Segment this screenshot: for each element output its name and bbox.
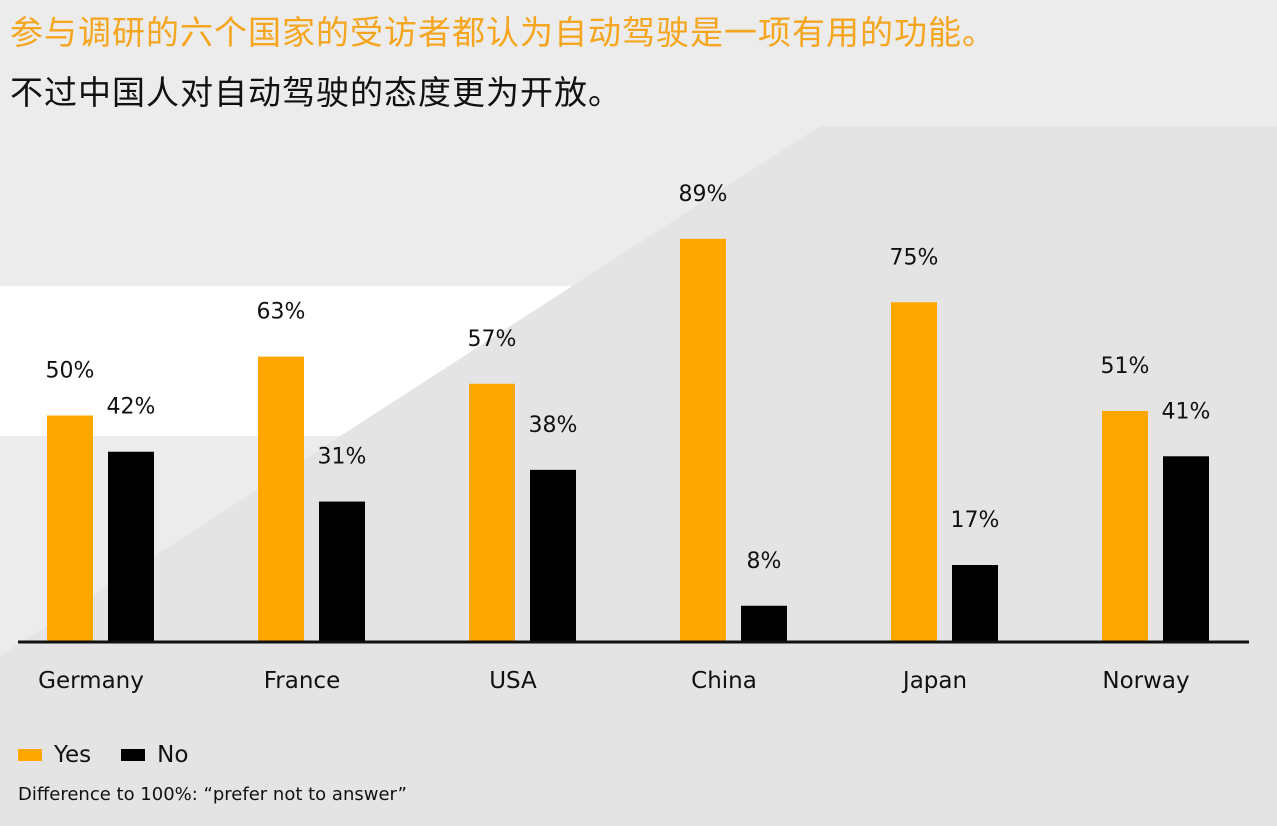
bar-yes-china: [680, 238, 726, 642]
legend-item-no: No: [121, 742, 188, 768]
title-line-1: 参与调研的六个国家的受访者都认为自动驾驶是一项有用的功能。: [10, 13, 996, 52]
bar-no-germany: [108, 451, 154, 642]
legend-label-no: No: [157, 742, 189, 768]
bar-no-japan: [952, 564, 998, 642]
data-label-yes-france: 63%: [257, 300, 306, 325]
data-label-no-china: 8%: [747, 549, 782, 574]
bar-yes-norway: [1102, 410, 1148, 642]
legend: Yes No: [18, 742, 218, 768]
data-label-no-norway: 41%: [1162, 399, 1211, 424]
legend-item-yes: Yes: [18, 742, 91, 768]
data-label-no-japan: 17%: [951, 508, 1000, 533]
bar-no-norway: [1163, 456, 1209, 642]
bar-no-china: [741, 605, 787, 642]
data-label-yes-norway: 51%: [1101, 354, 1150, 379]
category-label-usa: USA: [489, 668, 537, 694]
legend-swatch-yes: [18, 749, 42, 761]
category-label-norway: Norway: [1102, 668, 1189, 694]
bar-yes-france: [258, 356, 304, 642]
data-label-yes-japan: 75%: [890, 245, 939, 270]
data-label-yes-usa: 57%: [468, 327, 517, 352]
data-label-no-france: 31%: [318, 445, 367, 470]
bar-yes-germany: [47, 415, 93, 642]
category-label-china: China: [691, 668, 757, 694]
data-label-no-germany: 42%: [107, 395, 156, 420]
data-label-no-usa: 38%: [529, 413, 578, 438]
bar-no-usa: [530, 469, 576, 642]
legend-swatch-no: [121, 749, 146, 761]
title-line-2: 不过中国人对自动驾驶的态度更为开放。: [10, 73, 622, 112]
bar-no-france: [319, 501, 365, 642]
footnote: Difference to 100%: “prefer not to answe…: [18, 784, 408, 805]
legend-label-yes: Yes: [54, 742, 92, 768]
bar-yes-japan: [891, 302, 937, 642]
data-label-yes-germany: 50%: [46, 359, 95, 384]
category-label-germany: Germany: [38, 668, 144, 694]
bar-yes-usa: [469, 383, 515, 642]
category-label-france: France: [264, 668, 340, 694]
data-label-yes-china: 89%: [679, 182, 728, 207]
category-label-japan: Japan: [901, 668, 967, 694]
